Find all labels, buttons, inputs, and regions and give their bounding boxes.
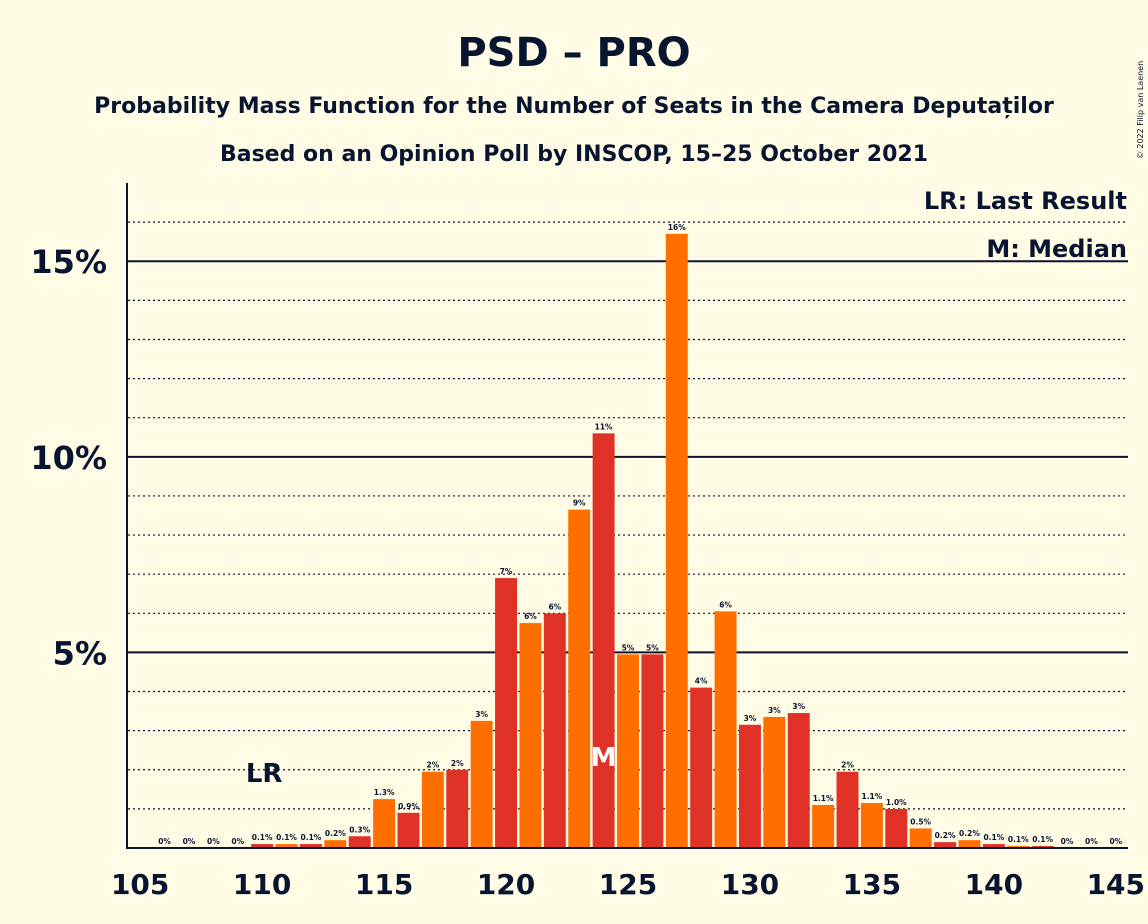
bar-label: 9% [573, 499, 586, 508]
bar [470, 720, 493, 848]
bar-label: 5% [646, 643, 659, 652]
bar [519, 623, 542, 848]
bar-label: 3% [768, 706, 781, 715]
bar [275, 844, 298, 848]
bar-label: 0.9% [398, 802, 419, 811]
bar-label: 0% [158, 837, 171, 846]
bar-label: 0.1% [276, 833, 297, 842]
bar [397, 812, 420, 848]
bar [543, 613, 566, 848]
bar-label: 0.5% [910, 817, 931, 826]
bar-label: 1.3% [374, 788, 395, 797]
bar-label: 2% [427, 761, 440, 770]
bars [251, 233, 1054, 849]
y-tick-label: 15% [30, 243, 107, 281]
bar-label: 0.2% [325, 829, 346, 838]
bar-label: 0.1% [252, 833, 273, 842]
bar [324, 840, 347, 848]
bar-label: 0% [183, 837, 196, 846]
bar [958, 840, 981, 848]
bar-label: 16% [668, 223, 686, 232]
bar-label: 2% [451, 759, 464, 768]
bar-label: 6% [719, 600, 732, 609]
bar [373, 799, 396, 848]
bar-label: 6% [524, 612, 537, 621]
y-tick-label: 10% [30, 439, 107, 477]
bar [641, 654, 664, 848]
bar [592, 433, 615, 848]
bar-label: 0% [207, 837, 220, 846]
bar-label: 0.1% [1008, 835, 1029, 844]
bar [763, 716, 786, 848]
bar-label: 4% [695, 677, 708, 686]
x-tick-label: 115 [355, 868, 413, 901]
bar [690, 687, 713, 848]
bar-label: 0% [1109, 837, 1122, 846]
x-tick-label: 105 [111, 868, 169, 901]
last-result-marker: LR [246, 759, 283, 789]
bar [909, 828, 932, 848]
chart-subtitle-poll: Based on an Opinion Poll by INSCOP, 15–2… [220, 142, 928, 167]
bar [251, 844, 274, 848]
chart-title: PSD – PRO [457, 30, 690, 76]
bar-label: 1.1% [861, 792, 882, 801]
bar-label: 7% [500, 567, 513, 576]
legend-median: M: Median [986, 235, 1127, 263]
bar-label: 11% [595, 422, 613, 431]
bar [495, 578, 518, 848]
bar-label: 3% [475, 710, 488, 719]
bar [348, 836, 371, 848]
bar [860, 803, 883, 848]
bar [934, 842, 957, 848]
bar [568, 509, 591, 848]
x-tick-label: 145 [1087, 868, 1145, 901]
x-tick-label: 125 [599, 868, 657, 901]
bar [446, 769, 469, 848]
bar-label: 2% [841, 761, 854, 770]
bar-labels: 0% 0% 0% 0% 0.1% 0.1% 0.1% 0.2% 0.3%1.3%0.9%2% 2%… [158, 223, 1122, 846]
x-tick-label: 135 [843, 868, 901, 901]
bar-label: 3% [744, 714, 757, 723]
bar [421, 771, 444, 848]
median-marker: M [591, 743, 617, 773]
bar [982, 844, 1005, 848]
bar-label: 0% [1085, 837, 1098, 846]
bar [665, 233, 688, 849]
bar-label: 0.1% [983, 833, 1004, 842]
bar-label: 6% [548, 602, 561, 611]
x-tick-label: 140 [965, 868, 1023, 901]
copyright-notice: © 2022 Filip van Laenen [1136, 61, 1145, 159]
axes [126, 183, 1128, 849]
bar-label: 0.3% [349, 825, 370, 834]
bar [836, 771, 859, 848]
y-tick-labels: 5% 10% 15% [30, 243, 107, 672]
bar [299, 844, 322, 848]
chart-subtitle: Probability Mass Function for the Number… [94, 94, 1054, 119]
bar-label: 5% [622, 643, 635, 652]
x-tick-labels: 105 110 115 120 125 130 135 140 145 [111, 868, 1145, 901]
bar-label: 0.2% [935, 831, 956, 840]
bar-label: 1.1% [813, 794, 834, 803]
bar [617, 654, 639, 848]
bar [738, 724, 761, 848]
bar-label: 0% [1061, 837, 1074, 846]
bar [714, 611, 737, 848]
bar-label: 0.2% [959, 829, 980, 838]
x-tick-label: 130 [721, 868, 779, 901]
bar [812, 804, 835, 848]
legend-last-result: LR: Last Result [924, 187, 1127, 215]
bar-label: 0% [231, 837, 244, 846]
bar-label: 3% [792, 702, 805, 711]
y-tick-label: 5% [53, 634, 107, 672]
bar-label: 0.1% [301, 833, 322, 842]
bar-label: 0.1% [1032, 835, 1053, 844]
bar-label: 1.0% [886, 798, 907, 807]
x-tick-label: 120 [477, 868, 535, 901]
bar [787, 713, 810, 848]
bar [885, 808, 908, 848]
markers: LR M [246, 743, 617, 789]
x-tick-label: 110 [233, 868, 291, 901]
